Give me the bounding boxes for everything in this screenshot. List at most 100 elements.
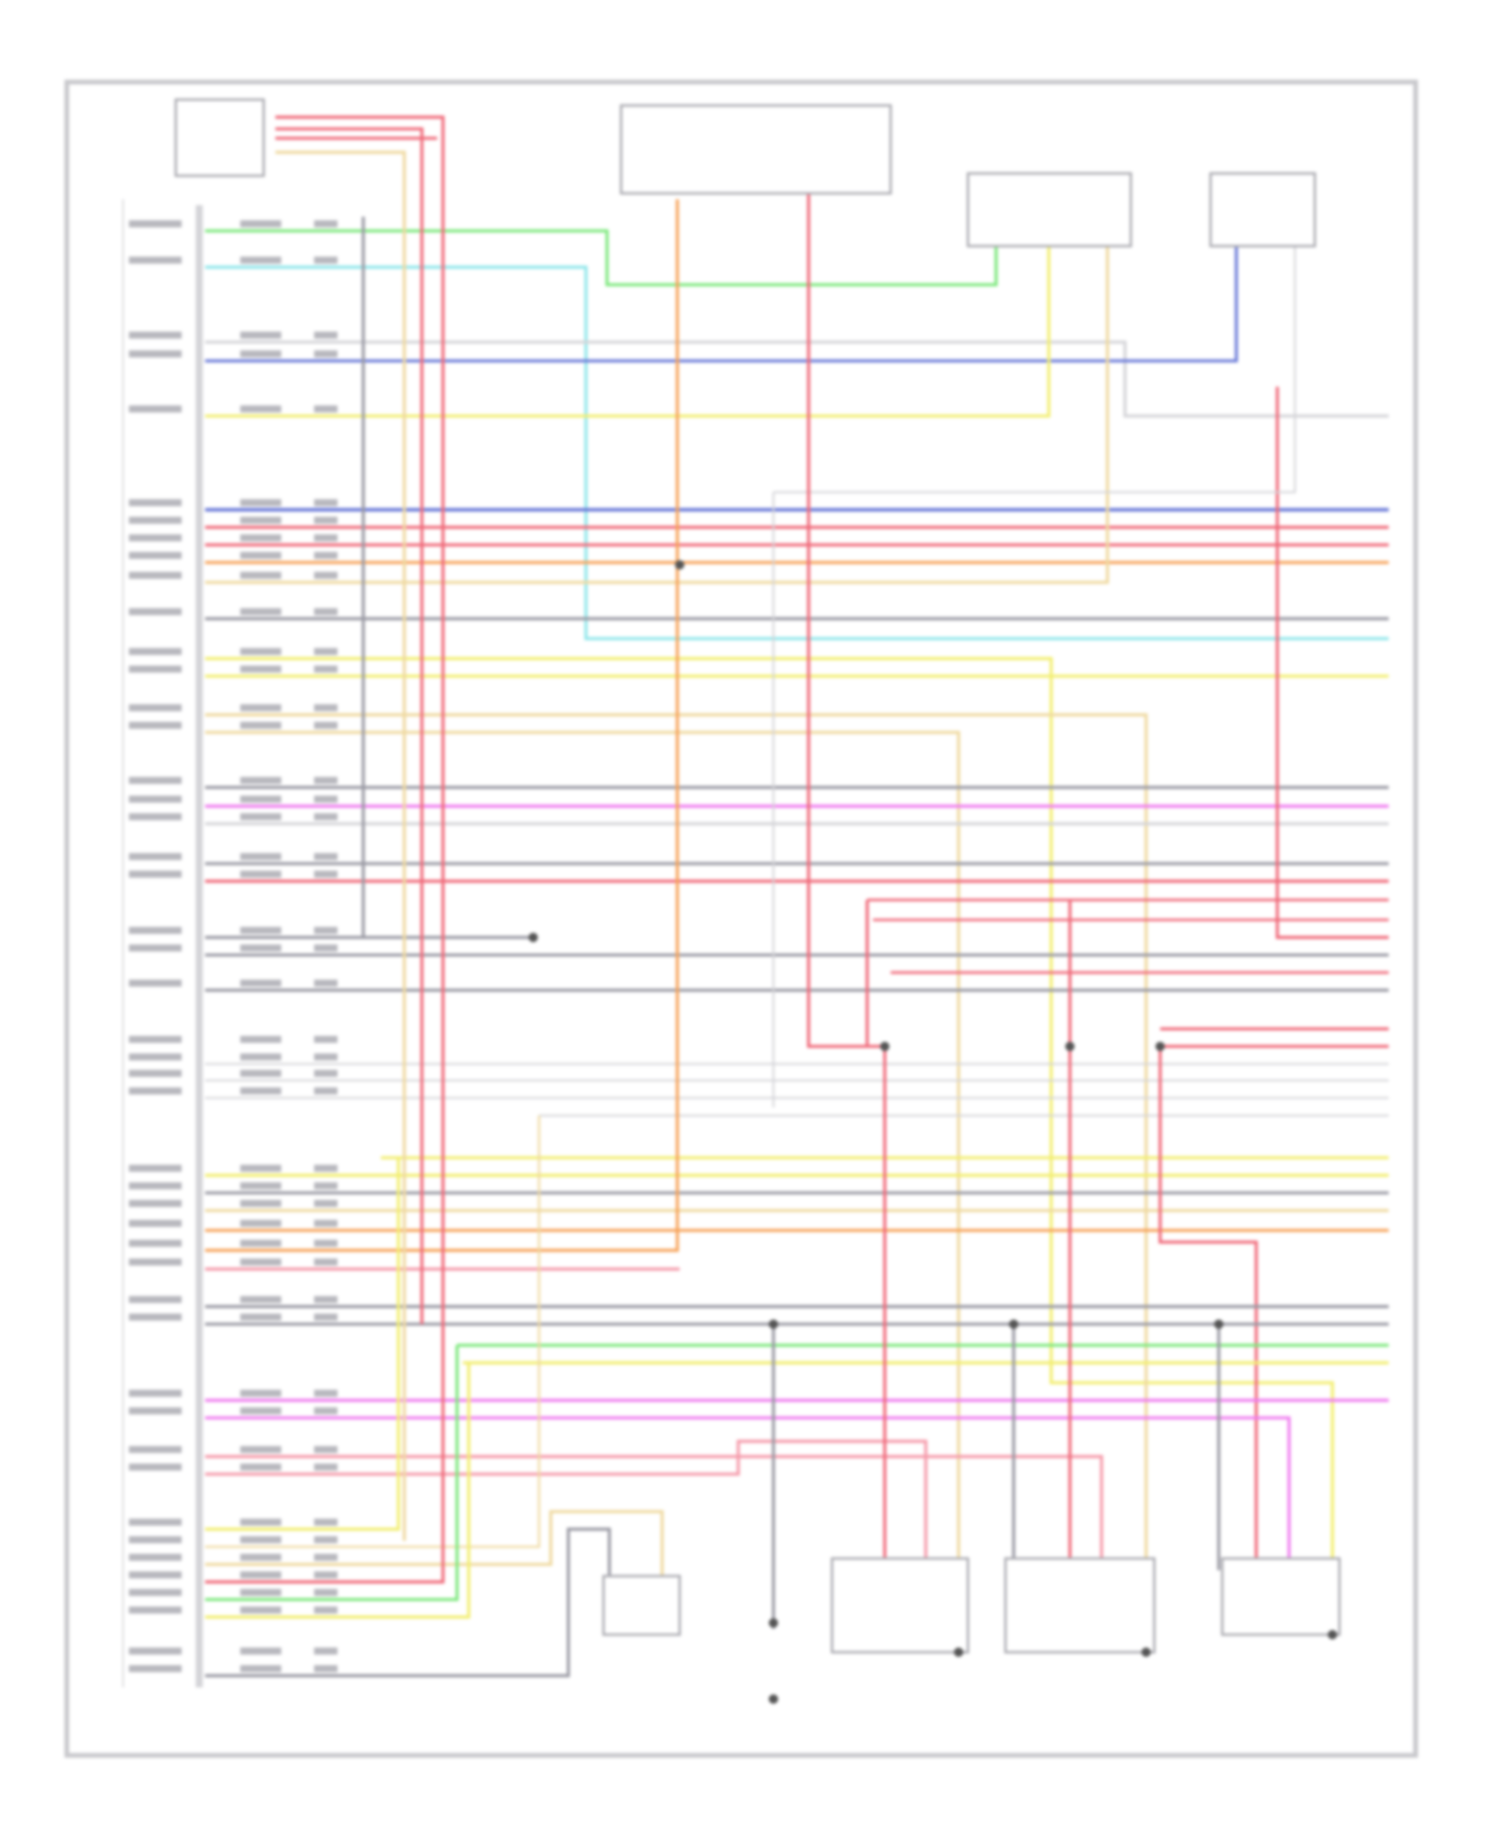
- pin-label: [240, 1407, 282, 1415]
- pin-label: [314, 1606, 338, 1614]
- pin-label: [128, 220, 182, 228]
- pin-label: [128, 1647, 182, 1655]
- pin-label: [240, 1164, 282, 1172]
- pin-label: [128, 1239, 182, 1247]
- pin-label: [314, 1445, 338, 1454]
- wire-tan: [205, 246, 1109, 584]
- pin-label: [314, 331, 338, 339]
- pin-label: [240, 516, 282, 524]
- pin-label: [314, 1182, 338, 1190]
- pin-labels: [128, 220, 338, 1673]
- pin-label: [240, 1518, 282, 1526]
- pin-label: [128, 1665, 182, 1673]
- wire-yellow: [205, 1362, 471, 1619]
- pin-label: [128, 1588, 182, 1596]
- pin-label: [128, 795, 182, 803]
- pin-label: [314, 405, 338, 413]
- splice-dot: [880, 1041, 890, 1052]
- pin-label: [128, 870, 182, 878]
- pin-label: [314, 1588, 338, 1596]
- pin-label: [240, 665, 282, 673]
- splice-dot: [1065, 1041, 1075, 1052]
- wire-green: [205, 1345, 459, 1602]
- pin-label: [240, 1389, 282, 1397]
- pin-label: [240, 648, 282, 656]
- pin-label: [128, 776, 182, 784]
- pin-label: [240, 405, 282, 413]
- pin-label: [314, 1647, 338, 1655]
- pin-label: [314, 721, 338, 729]
- pin-label: [240, 499, 282, 507]
- pin-label: [240, 1258, 282, 1266]
- pin-label: [128, 1219, 182, 1227]
- pin-label: [240, 1647, 282, 1655]
- pin-label: [128, 350, 182, 358]
- wire-red: [205, 115, 445, 1584]
- pin-label: [240, 926, 282, 934]
- pin-label: [128, 551, 182, 559]
- pin-label: [314, 220, 338, 228]
- splice-dot: [1155, 1041, 1165, 1052]
- wire-tan: [275, 150, 406, 1541]
- splice-dot: [675, 560, 685, 570]
- pin-label: [314, 648, 338, 656]
- pin-label: [314, 944, 338, 952]
- pin-label: [314, 608, 338, 616]
- sensor-top-right-2: [1209, 172, 1317, 248]
- pin-label: [314, 795, 338, 803]
- pin-label: [240, 331, 282, 339]
- pin-label: [128, 1296, 182, 1304]
- splice-dot: [768, 1694, 779, 1704]
- pin-label: [314, 1239, 338, 1247]
- pin-label: [128, 1035, 182, 1043]
- pin-label: [314, 516, 338, 524]
- pin-label: [314, 1087, 338, 1095]
- wire-tan: [205, 1510, 664, 1577]
- pin-label: [240, 1199, 282, 1207]
- pin-label: [240, 1588, 282, 1596]
- pin-label: [314, 350, 338, 358]
- wire-pink: [205, 1455, 1104, 1559]
- pin-label: [240, 1571, 282, 1579]
- splice-dot: [768, 1319, 779, 1329]
- pin-label: [240, 1665, 282, 1673]
- pin-label: [128, 1164, 182, 1172]
- pin-label: [128, 256, 182, 264]
- pin-label: [314, 571, 338, 579]
- pin-label: [128, 665, 182, 673]
- pin-label: [128, 1053, 182, 1061]
- pin-label: [240, 1313, 282, 1321]
- pin-label: [240, 1445, 282, 1454]
- pin-label: [314, 499, 338, 507]
- pin-label: [314, 1164, 338, 1172]
- pin-label: [240, 776, 282, 784]
- pin-label: [240, 1182, 282, 1190]
- splice-dot: [1141, 1647, 1151, 1657]
- wire-blue: [205, 246, 1238, 363]
- pin-label: [128, 331, 182, 339]
- wire-lightgray: [205, 340, 1389, 418]
- pin-label: [240, 534, 282, 542]
- pin-label: [240, 256, 282, 264]
- pin-label: [128, 813, 182, 821]
- pin-label: [128, 1553, 182, 1561]
- pin-label: [240, 1087, 282, 1095]
- wire-pink: [205, 1439, 928, 1559]
- pin-label: [314, 704, 338, 712]
- pin-label: [128, 405, 182, 413]
- wire-yellow: [205, 246, 1051, 418]
- pin-label: [240, 795, 282, 803]
- pin-label: [314, 1518, 338, 1526]
- pin-label: [240, 350, 282, 358]
- pin-label: [314, 776, 338, 784]
- wire-green: [205, 229, 998, 287]
- pin-label: [240, 1296, 282, 1304]
- pin-label: [128, 1407, 182, 1415]
- pin-label: [314, 853, 338, 861]
- splice-dot: [1008, 1319, 1019, 1329]
- pin-label: [128, 534, 182, 542]
- pin-label: [128, 499, 182, 507]
- pin-label: [314, 665, 338, 673]
- pin-label: [314, 1035, 338, 1043]
